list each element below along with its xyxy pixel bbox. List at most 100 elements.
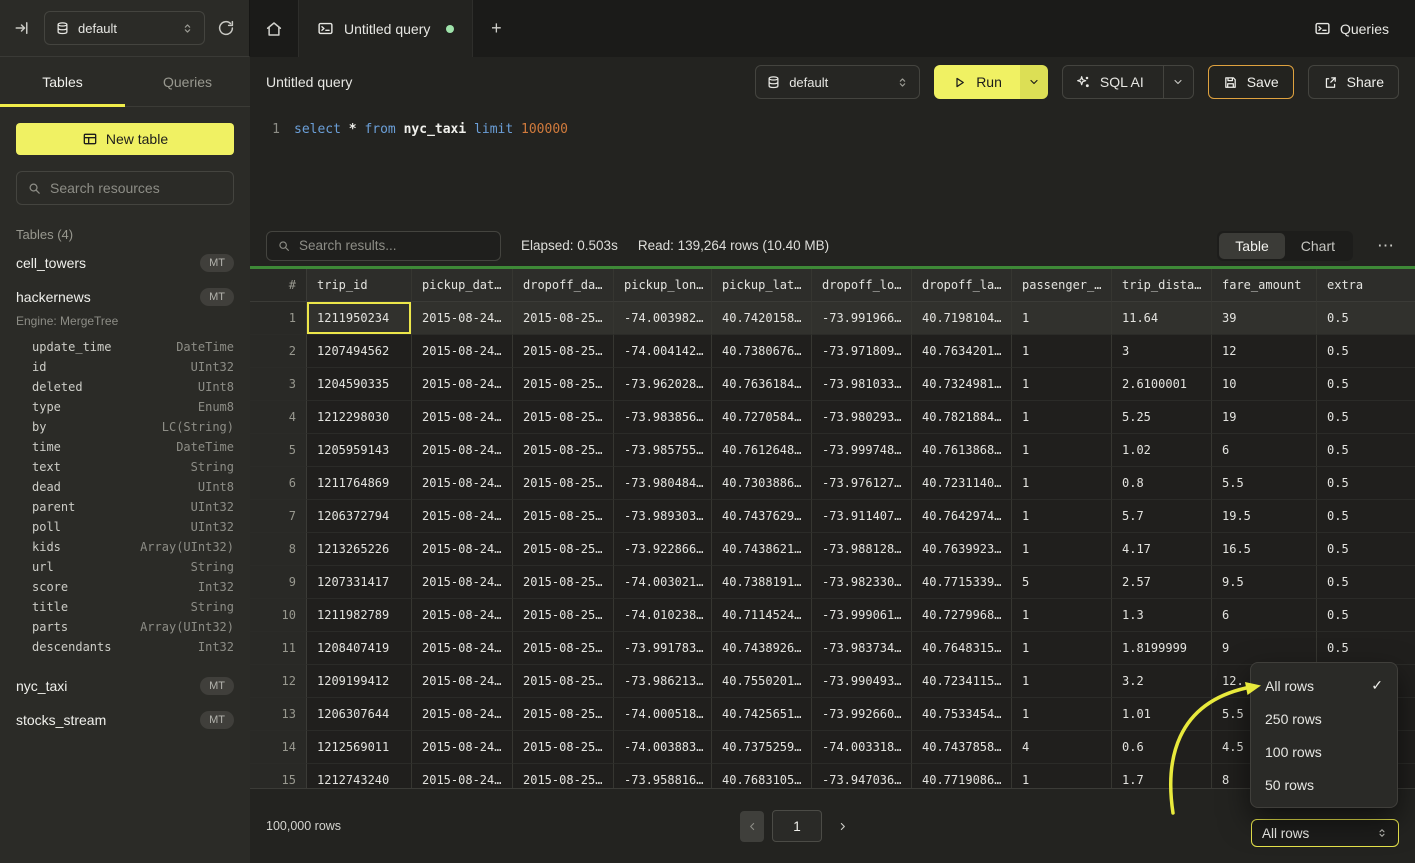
table-cell[interactable]: -73.991966… — [812, 302, 912, 335]
table-cell[interactable]: -73.982330… — [812, 566, 912, 599]
table-cell[interactable]: 40.7303886… — [712, 467, 812, 500]
table-cell[interactable]: 40.7636184… — [712, 368, 812, 401]
table-cell[interactable]: 1 — [1012, 698, 1112, 731]
table-cell[interactable]: 40.7437629… — [712, 500, 812, 533]
table-cell[interactable]: 1 — [1012, 533, 1112, 566]
search-results-input[interactable] — [299, 238, 490, 253]
table-cell[interactable]: 1 — [1012, 335, 1112, 368]
table-cell[interactable]: -73.992660… — [812, 698, 912, 731]
table-cell[interactable]: 2015-08-25… — [513, 533, 614, 566]
table-cell[interactable]: 3 — [1112, 335, 1212, 368]
sidebar-table-item[interactable]: nyc_taxi MT — [16, 669, 234, 703]
table-cell[interactable]: -73.971809… — [812, 335, 912, 368]
table-cell[interactable]: 2015-08-25… — [513, 731, 614, 764]
table-cell[interactable]: -73.991783… — [614, 632, 712, 665]
table-cell[interactable]: 0.5 — [1317, 533, 1415, 566]
table-cell[interactable]: 2015-08-24… — [412, 731, 513, 764]
rows-menu-item[interactable]: 250 rows — [1251, 702, 1397, 735]
table-cell[interactable]: 9 — [1212, 632, 1317, 665]
table-cell[interactable]: -73.922866… — [614, 533, 712, 566]
table-cell[interactable]: 1 — [1012, 500, 1112, 533]
table-cell[interactable]: 2015-08-24… — [412, 533, 513, 566]
table-cell[interactable]: 40.7533454… — [912, 698, 1012, 731]
table-cell[interactable]: 1204590335 — [307, 368, 412, 401]
table-cell[interactable]: 0.6 — [1112, 731, 1212, 764]
run-button[interactable]: Run — [934, 65, 1020, 99]
table-cell[interactable]: 2015-08-25… — [513, 599, 614, 632]
share-button[interactable]: Share — [1307, 65, 1399, 99]
page-size-select[interactable]: All rows — [1251, 819, 1399, 847]
new-tab-button[interactable]: + — [473, 0, 519, 57]
table-cell[interactable]: 1211764869 — [307, 467, 412, 500]
column-header[interactable]: trip_dista… — [1112, 269, 1212, 302]
home-button[interactable] — [250, 0, 298, 57]
table-cell[interactable]: 1213265226 — [307, 533, 412, 566]
table-cell[interactable]: 0.5 — [1317, 599, 1415, 632]
view-tab-table[interactable]: Table — [1219, 232, 1285, 259]
table-cell[interactable]: 0.5 — [1317, 500, 1415, 533]
table-cell[interactable]: 5.7 — [1112, 500, 1212, 533]
table-cell[interactable]: 19 — [1212, 401, 1317, 434]
column-header[interactable]: dropoff_la… — [912, 269, 1012, 302]
table-cell[interactable]: 2015-08-25… — [513, 500, 614, 533]
table-cell[interactable]: 3.2 — [1112, 665, 1212, 698]
table-cell[interactable]: 40.7279968… — [912, 599, 1012, 632]
table-cell[interactable]: -73.999748… — [812, 434, 912, 467]
table-cell[interactable]: 2015-08-24… — [412, 467, 513, 500]
query-database-selector[interactable]: default — [755, 65, 921, 99]
page-number-input[interactable]: 1 — [772, 810, 822, 842]
table-cell[interactable]: 2015-08-24… — [412, 335, 513, 368]
table-cell[interactable]: 1 — [1012, 401, 1112, 434]
sidebar-table-item[interactable]: stocks_stream MT — [16, 703, 234, 737]
table-cell[interactable]: 1212743240 — [307, 764, 412, 788]
table-cell[interactable]: 2015-08-25… — [513, 665, 614, 698]
table-cell[interactable]: -73.980293… — [812, 401, 912, 434]
table-cell[interactable]: 40.7613868… — [912, 434, 1012, 467]
table-cell[interactable]: 1211950234 — [307, 302, 412, 335]
queries-button[interactable]: Queries — [1314, 0, 1389, 57]
table-cell[interactable]: 40.7388191… — [712, 566, 812, 599]
column-header[interactable]: pickup_lon… — [614, 269, 712, 302]
table-cell[interactable]: 2015-08-25… — [513, 566, 614, 599]
database-selector[interactable]: default — [44, 11, 205, 45]
table-cell[interactable]: -73.947036… — [812, 764, 912, 788]
table-cell[interactable]: 0.5 — [1317, 632, 1415, 665]
table-cell[interactable]: 2015-08-25… — [513, 335, 614, 368]
table-cell[interactable]: 40.7114524… — [712, 599, 812, 632]
table-cell[interactable]: 2015-08-24… — [412, 401, 513, 434]
column-header[interactable]: dropoff_da… — [513, 269, 614, 302]
run-options-button[interactable] — [1019, 65, 1048, 99]
table-cell[interactable]: 39 — [1212, 302, 1317, 335]
table-cell[interactable]: 1 — [1012, 632, 1112, 665]
table-cell[interactable]: 2015-08-25… — [513, 434, 614, 467]
table-cell[interactable]: 40.7438926… — [712, 632, 812, 665]
search-resources-input[interactable] — [50, 180, 223, 196]
sql-ai-options-button[interactable] — [1162, 66, 1193, 98]
table-cell[interactable]: 19.5 — [1212, 500, 1317, 533]
view-tab-chart[interactable]: Chart — [1300, 237, 1335, 254]
table-cell[interactable]: 0.5 — [1317, 368, 1415, 401]
table-cell[interactable]: 2015-08-25… — [513, 764, 614, 788]
sidebar-table-item[interactable]: cell_towers MT — [16, 246, 234, 280]
table-cell[interactable]: -74.003982… — [614, 302, 712, 335]
table-cell[interactable]: 40.7380676… — [712, 335, 812, 368]
table-cell[interactable]: 2015-08-24… — [412, 500, 513, 533]
table-cell[interactable]: 2015-08-24… — [412, 665, 513, 698]
table-cell[interactable]: 1209199412 — [307, 665, 412, 698]
table-cell[interactable]: 1208407419 — [307, 632, 412, 665]
table-cell[interactable]: 1212569011 — [307, 731, 412, 764]
table-cell[interactable]: -73.986213… — [614, 665, 712, 698]
sql-editor[interactable]: 1 select * from nyc_taxi limit 100000 — [250, 107, 1415, 225]
column-header[interactable]: extra — [1317, 269, 1415, 302]
more-options-button[interactable]: ⋯ — [1373, 236, 1399, 256]
table-cell[interactable]: 10 — [1212, 368, 1317, 401]
column-header[interactable]: fare_amount — [1212, 269, 1317, 302]
table-cell[interactable]: 5 — [1012, 566, 1112, 599]
table-cell[interactable]: 40.7639923… — [912, 533, 1012, 566]
table-cell[interactable]: -74.003883… — [614, 731, 712, 764]
table-cell[interactable]: 40.7719086… — [912, 764, 1012, 788]
table-cell[interactable]: -73.999061… — [812, 599, 912, 632]
table-cell[interactable]: 40.7634201… — [912, 335, 1012, 368]
table-cell[interactable]: 1.7 — [1112, 764, 1212, 788]
rows-menu-item[interactable]: 50 rows — [1251, 768, 1397, 801]
